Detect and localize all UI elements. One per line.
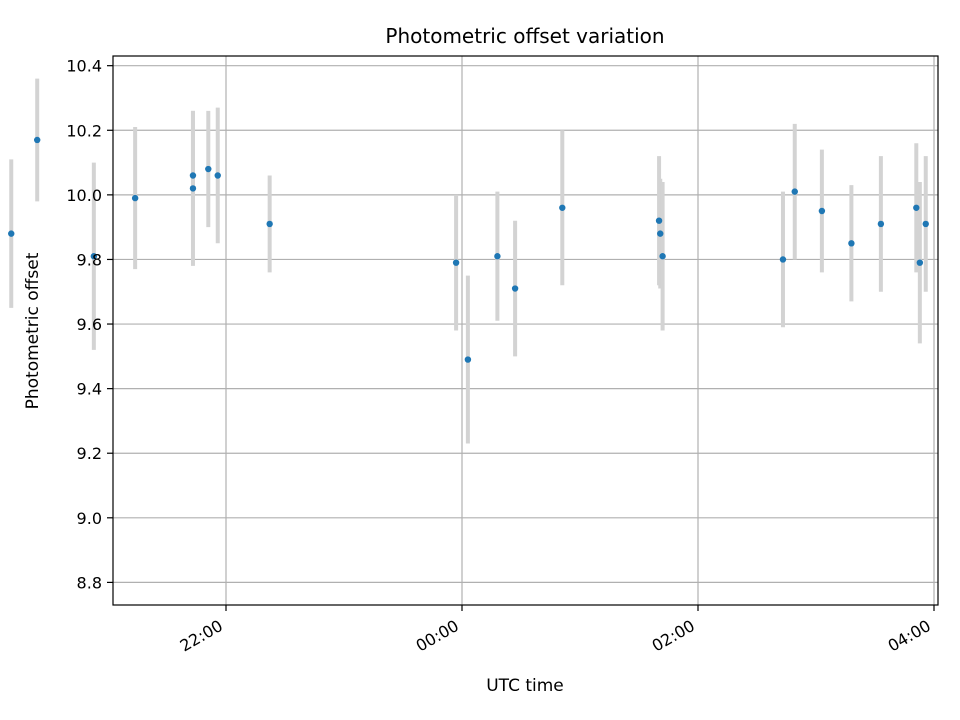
data-point — [8, 230, 15, 237]
data-points — [8, 136, 929, 363]
data-point — [559, 204, 566, 211]
y-tick-label: 10.2 — [66, 121, 102, 140]
grid-lines — [113, 56, 938, 605]
data-point — [452, 259, 460, 266]
chart-title: Photometric offset variation — [385, 24, 664, 48]
data-point — [131, 194, 139, 202]
y-tick-label: 9.8 — [77, 250, 102, 269]
y-tick-label: 9.6 — [77, 315, 102, 334]
data-point — [655, 217, 663, 224]
data-point — [189, 185, 197, 192]
y-tick-label: 9.2 — [77, 444, 102, 463]
plot-frame — [112, 55, 939, 606]
data-point — [205, 165, 212, 173]
data-point — [818, 207, 826, 215]
data-point — [266, 220, 273, 228]
y-tick-label: 8.8 — [77, 573, 102, 592]
data-point — [791, 188, 798, 195]
data-point — [779, 256, 787, 263]
y-axis-label: Photometric offset — [23, 252, 43, 409]
y-tick-label: 10.0 — [66, 186, 102, 205]
data-point — [913, 204, 920, 211]
data-point — [464, 356, 472, 363]
data-point — [659, 253, 666, 260]
data-point — [877, 220, 885, 228]
data-point — [214, 172, 221, 179]
data-point — [657, 230, 664, 237]
data-point — [922, 220, 929, 228]
data-point — [34, 136, 41, 144]
data-point — [494, 253, 501, 260]
y-tick-label: 9.4 — [77, 380, 102, 399]
data-point — [511, 285, 519, 292]
data-point — [848, 240, 855, 247]
y-tick-label: 9.0 — [77, 509, 102, 528]
x-axis-label: UTC time — [486, 676, 564, 696]
y-tick-label: 10.4 — [66, 57, 102, 76]
data-point — [916, 259, 924, 266]
data-point — [189, 172, 197, 179]
data-point — [90, 253, 98, 260]
